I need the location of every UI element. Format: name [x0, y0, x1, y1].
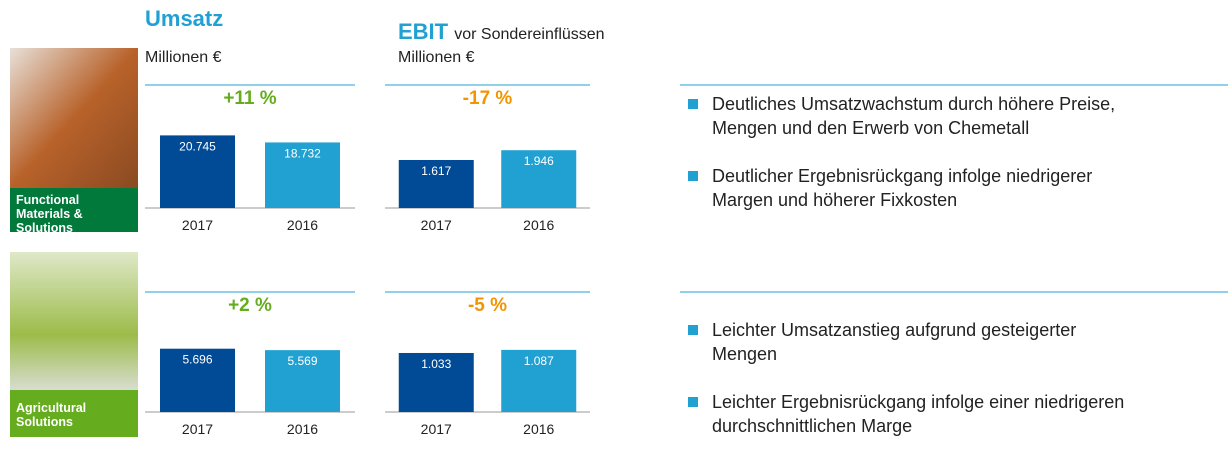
- bullet-marker: [688, 325, 698, 335]
- x-tick-label: 2017: [421, 217, 452, 233]
- value-label: 18.732: [284, 146, 321, 160]
- column-title: Umsatz: [145, 6, 224, 31]
- bar: [160, 348, 235, 412]
- bullet-text: Leichter Umsatzanstieg aufgrund gesteige…: [712, 320, 1077, 364]
- bar: [501, 349, 577, 412]
- value-label: 5.696: [182, 353, 212, 367]
- bar: [160, 135, 235, 208]
- segment-label-box: [10, 188, 138, 232]
- growth-label: -17 %: [463, 88, 513, 109]
- column-unit: Millionen €: [145, 49, 222, 66]
- value-label: 1.033: [421, 357, 451, 371]
- bullet-marker: [688, 171, 698, 181]
- growth-label: +11 %: [223, 88, 276, 109]
- segment-label: Functional Materials & Solutions: [16, 193, 83, 235]
- x-tick-label: 2016: [523, 217, 554, 233]
- column-title: EBIT: [398, 19, 449, 44]
- bullet-marker: [688, 99, 698, 109]
- segment-image: [10, 48, 138, 188]
- value-label: 20.745: [179, 139, 216, 153]
- segment-label: Agricultural Solutions: [16, 401, 87, 429]
- x-tick-label: 2017: [182, 217, 213, 233]
- bullet-text: Deutlicher Ergebnisrückgang infolge nied…: [712, 166, 1093, 210]
- growth-label: -5 %: [468, 295, 507, 316]
- column-unit: Millionen €: [398, 49, 475, 66]
- value-label: 1.946: [524, 154, 554, 168]
- x-tick-label: 2016: [523, 421, 554, 437]
- x-tick-label: 2016: [287, 421, 318, 437]
- value-label: 5.569: [287, 354, 317, 368]
- x-tick-label: 2017: [421, 421, 452, 437]
- column-subtitle: vor Sondereinflüssen: [454, 26, 605, 43]
- x-tick-label: 2017: [182, 421, 213, 437]
- growth-label: +2 %: [228, 295, 272, 316]
- bar: [398, 159, 474, 208]
- bullet-text: Leichter Ergebnisrückgang infolge einer …: [712, 392, 1125, 436]
- bar: [501, 150, 577, 208]
- value-label: 1.087: [524, 354, 554, 368]
- bar: [265, 350, 340, 412]
- column-header: EBIT vor Sondereinflüssen: [398, 20, 605, 47]
- bullet-marker: [688, 397, 698, 407]
- bar: [265, 142, 340, 208]
- value-label: 1.617: [421, 164, 451, 178]
- x-tick-label: 2016: [287, 217, 318, 233]
- segment-label-box: [10, 390, 138, 437]
- segment-image: [10, 252, 138, 390]
- bullet-text: Deutliches Umsatzwachstum durch höhere P…: [712, 94, 1116, 138]
- bar: [398, 352, 474, 412]
